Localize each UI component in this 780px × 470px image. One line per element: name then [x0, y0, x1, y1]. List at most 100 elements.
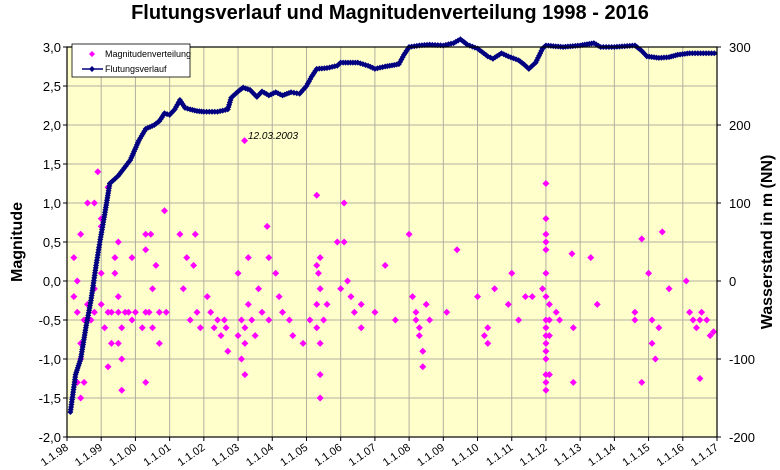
magnitude-point: [638, 378, 646, 386]
magnitude-point: [665, 285, 673, 293]
magnitude-point: [203, 293, 211, 301]
magnitude-point: [419, 363, 427, 371]
plot-border: [66, 46, 718, 438]
magnitude-point: [190, 261, 198, 269]
magnitude-point: [545, 371, 553, 379]
y2-axis-label: Wasserstand in m (NN): [759, 155, 776, 330]
magnitude-point: [515, 316, 523, 324]
magnitude-point: [422, 300, 430, 308]
magnitude-point: [125, 308, 133, 316]
magnitude-point: [275, 293, 283, 301]
magnitude-point: [299, 339, 307, 347]
magnitude-point: [323, 300, 331, 308]
magnitude-point: [542, 269, 550, 277]
magnitude-point: [556, 316, 564, 324]
magnitude-point: [97, 269, 105, 277]
magnitude-point: [504, 300, 512, 308]
magnitude-point: [703, 316, 711, 324]
magnitude-point: [90, 308, 98, 316]
legend-label-flooding: Flutungsverlauf: [105, 64, 167, 74]
magnitude-point: [114, 238, 122, 246]
magnitude-point: [316, 254, 324, 262]
magnitude-point: [128, 254, 136, 262]
magnitude-point: [545, 316, 553, 324]
magnitude-point: [631, 316, 639, 324]
magnitude-point: [316, 394, 324, 402]
y-tick-label: 1,5: [43, 157, 61, 172]
magnitude-point: [214, 316, 222, 324]
x-tick-label: 1.1.98: [39, 442, 71, 469]
magnitude-point: [710, 328, 718, 336]
magnitude-point: [70, 254, 78, 262]
magnitude-point: [542, 355, 550, 363]
magnitude-point: [655, 324, 663, 332]
magnitude-point: [255, 285, 263, 293]
magnitude-point: [347, 293, 355, 301]
x-tick-label: 1.1.14: [586, 442, 618, 469]
x-tick-label: 1.1.12: [518, 442, 550, 469]
magnitude-point: [147, 230, 155, 238]
y-tick-label: -1,0: [39, 352, 61, 367]
magnitude-point: [484, 324, 492, 332]
magnitude-point: [491, 285, 499, 293]
magnitude-point: [320, 316, 328, 324]
magnitude-point: [196, 324, 204, 332]
magnitude-point: [142, 246, 150, 254]
flooding-marker: [122, 162, 129, 169]
legend-marker-flooding: [89, 66, 95, 72]
x-tick-label: 1.1.07: [347, 442, 379, 469]
x-tick-label: 1.1.01: [141, 442, 173, 469]
magnitude-point: [337, 285, 345, 293]
magnitude-point: [114, 293, 122, 301]
magnitude-point: [258, 308, 266, 316]
magnitude-point: [183, 254, 191, 262]
magnitude-point: [698, 308, 706, 316]
magnitude-point: [70, 293, 78, 301]
magnitude-point: [542, 347, 550, 355]
magnitude-point: [484, 339, 492, 347]
x-tick-label: 1.1.15: [620, 442, 652, 469]
magnitude-point: [155, 308, 163, 316]
magnitude-point: [357, 300, 365, 308]
magnitude-point: [207, 308, 215, 316]
legend: Magnitudenverteilung Flutungsverlauf: [71, 43, 191, 78]
flooding-line-series: [67, 36, 718, 416]
magnitude-point: [161, 207, 168, 215]
x-tick-label: 1.1.10: [449, 442, 481, 469]
magnitude-point: [104, 363, 112, 371]
magnitude-point: [593, 300, 601, 308]
magnitude-point: [237, 355, 245, 363]
legend-label-magnitude: Magnitudenverteilung: [105, 49, 191, 59]
flooding-marker: [335, 61, 342, 68]
y2-tick-label: 100: [729, 196, 751, 211]
magnitude-point: [545, 332, 553, 340]
magnitude-point: [686, 308, 694, 316]
magnitude-point: [651, 355, 659, 363]
magnitude-point: [155, 339, 163, 347]
magnitude-point: [648, 339, 656, 347]
magnitude-point: [419, 347, 427, 355]
y-axis-label: Magnitude: [9, 202, 26, 282]
magnitude-point: [313, 191, 321, 199]
magnitude-point: [220, 316, 228, 324]
magnitude-point: [118, 324, 126, 332]
x-tick-label: 1.1.11: [484, 442, 515, 469]
magnitude-point: [138, 324, 146, 332]
magnitude-point: [313, 261, 321, 269]
magnitude-point: [279, 308, 287, 316]
magnitude-point: [84, 199, 92, 207]
y-tick-label: -1,5: [39, 391, 61, 406]
magnitude-point: [552, 308, 560, 316]
magnitude-point: [333, 238, 341, 246]
magnitude-point: [313, 300, 321, 308]
magnitude-point: [179, 285, 187, 293]
magnitude-point: [241, 324, 249, 332]
magnitude-point: [265, 254, 273, 262]
magnitude-point: [542, 293, 550, 301]
magnitude-point: [118, 355, 126, 363]
magnitude-point: [316, 371, 324, 379]
magnitude-point: [314, 269, 322, 277]
magnitude-point: [405, 230, 413, 238]
magnitude-point: [306, 316, 314, 324]
x-tick-label: 1.1.08: [381, 442, 413, 469]
